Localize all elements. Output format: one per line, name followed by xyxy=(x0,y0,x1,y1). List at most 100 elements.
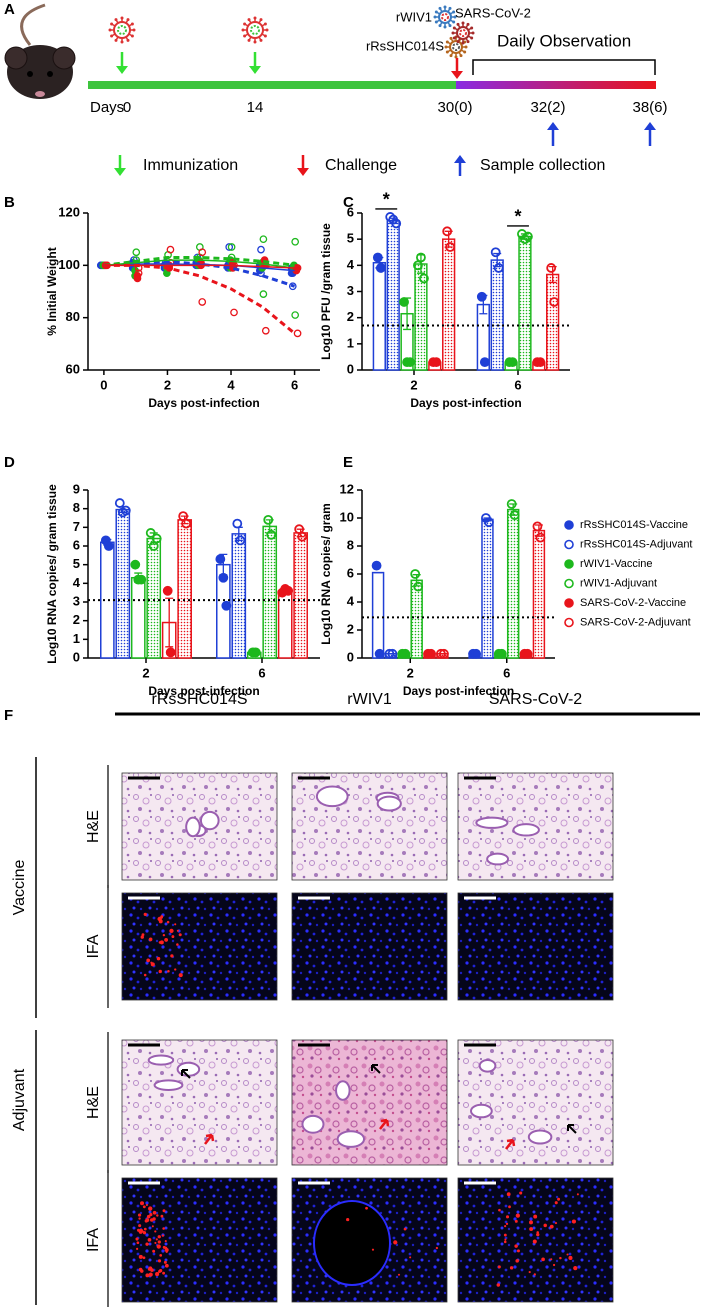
spike-tip xyxy=(130,22,134,26)
ifa-signal xyxy=(576,1193,579,1196)
ifa-signal xyxy=(146,1214,151,1219)
y-tick-label: 3 xyxy=(347,283,354,298)
ifa-signal xyxy=(573,1265,578,1271)
ifa-signal xyxy=(140,1269,144,1273)
panel-label: B xyxy=(4,194,15,211)
point xyxy=(399,297,409,307)
ifa-signal xyxy=(152,1217,156,1221)
point xyxy=(259,290,268,298)
ifa-signal xyxy=(541,1257,545,1262)
ifa-signal xyxy=(169,928,174,934)
spike-tip xyxy=(110,22,114,26)
point xyxy=(374,648,385,659)
virus-icon xyxy=(451,21,475,45)
spike-tip xyxy=(464,45,468,49)
point xyxy=(227,243,236,251)
point xyxy=(297,531,308,542)
spike-tip xyxy=(452,26,456,30)
airway xyxy=(478,1058,497,1073)
timeline-observation xyxy=(456,81,656,89)
y-tick-label: 3 xyxy=(73,593,80,608)
point xyxy=(506,499,517,509)
ifa-signal xyxy=(136,1241,140,1245)
ifa-signal xyxy=(152,1210,157,1215)
ifa-signal xyxy=(157,1235,161,1239)
arrow-head xyxy=(547,122,559,130)
point xyxy=(145,528,156,538)
ifa-signal xyxy=(528,1270,531,1274)
spike-tip xyxy=(120,40,124,44)
ifa-signal xyxy=(158,919,163,924)
spike-tip xyxy=(126,38,130,42)
point xyxy=(130,559,141,570)
ifa-signal xyxy=(147,1267,152,1271)
timeline-day: 38(6) xyxy=(632,99,667,116)
point xyxy=(114,498,125,508)
legend-marker xyxy=(564,598,574,608)
ifa-signal xyxy=(503,1233,507,1237)
airway xyxy=(153,1079,184,1091)
bar xyxy=(177,519,192,659)
ifa-signal xyxy=(139,1228,144,1234)
airway xyxy=(527,1129,553,1145)
ifa-signal xyxy=(505,1222,509,1225)
ifa-signal xyxy=(176,929,179,932)
spike-tip xyxy=(452,20,456,24)
micrograph xyxy=(291,1039,448,1166)
capsid xyxy=(246,21,264,39)
timeline-day: 14 xyxy=(247,99,264,116)
point xyxy=(375,263,386,273)
ifa-signal xyxy=(141,933,145,937)
core xyxy=(452,43,460,51)
ifa-signal xyxy=(514,1244,518,1248)
timeline-day: 32(2) xyxy=(530,99,565,116)
y-tick-label: 6 xyxy=(73,537,80,552)
ifa-signal xyxy=(403,1227,407,1231)
point xyxy=(416,252,426,263)
bar xyxy=(231,533,247,659)
ifa-signal xyxy=(533,1273,536,1276)
point xyxy=(490,247,501,258)
spike-tip xyxy=(443,5,447,9)
airway xyxy=(336,1130,366,1148)
ifa-signal xyxy=(516,1249,520,1253)
y-tick-label: 5 xyxy=(347,231,354,246)
y-tick-label: 4 xyxy=(347,593,355,608)
point xyxy=(291,311,300,319)
x-tick-label: 2 xyxy=(164,377,171,392)
stain-label: IFA xyxy=(85,934,102,958)
ifa-signal xyxy=(142,1256,146,1260)
ifa-signal xyxy=(519,1191,523,1195)
point xyxy=(387,648,398,659)
capsid xyxy=(438,10,452,24)
bar xyxy=(372,261,386,371)
x-tick-label: 2 xyxy=(410,377,417,392)
point xyxy=(120,505,131,516)
ifa-signal xyxy=(515,1213,520,1218)
point xyxy=(522,648,533,659)
legend-marker xyxy=(564,539,574,550)
ifa-signal xyxy=(148,937,153,942)
ifa-signal xyxy=(143,1227,147,1231)
y-tick-label: 6 xyxy=(347,204,354,219)
significance-label: * xyxy=(514,207,521,227)
capsid xyxy=(113,21,131,39)
mouse-nose xyxy=(35,91,45,97)
spike-tip xyxy=(259,38,263,42)
ifa-signal xyxy=(147,1237,152,1242)
core xyxy=(441,13,449,21)
ifa-signal xyxy=(557,1197,561,1201)
spike-tip xyxy=(265,28,269,32)
ifa-signal xyxy=(140,935,144,939)
spike-tip xyxy=(470,36,474,40)
spike-tip xyxy=(452,10,456,14)
ifa-signal xyxy=(559,1256,562,1260)
spike-tip xyxy=(114,38,118,42)
airway xyxy=(376,795,402,812)
point xyxy=(372,252,383,263)
spike-tip xyxy=(451,31,455,35)
mouse-ear xyxy=(4,46,28,70)
bar xyxy=(481,518,494,659)
arrow-head xyxy=(114,168,126,176)
x-tick-label: 6 xyxy=(291,377,298,392)
